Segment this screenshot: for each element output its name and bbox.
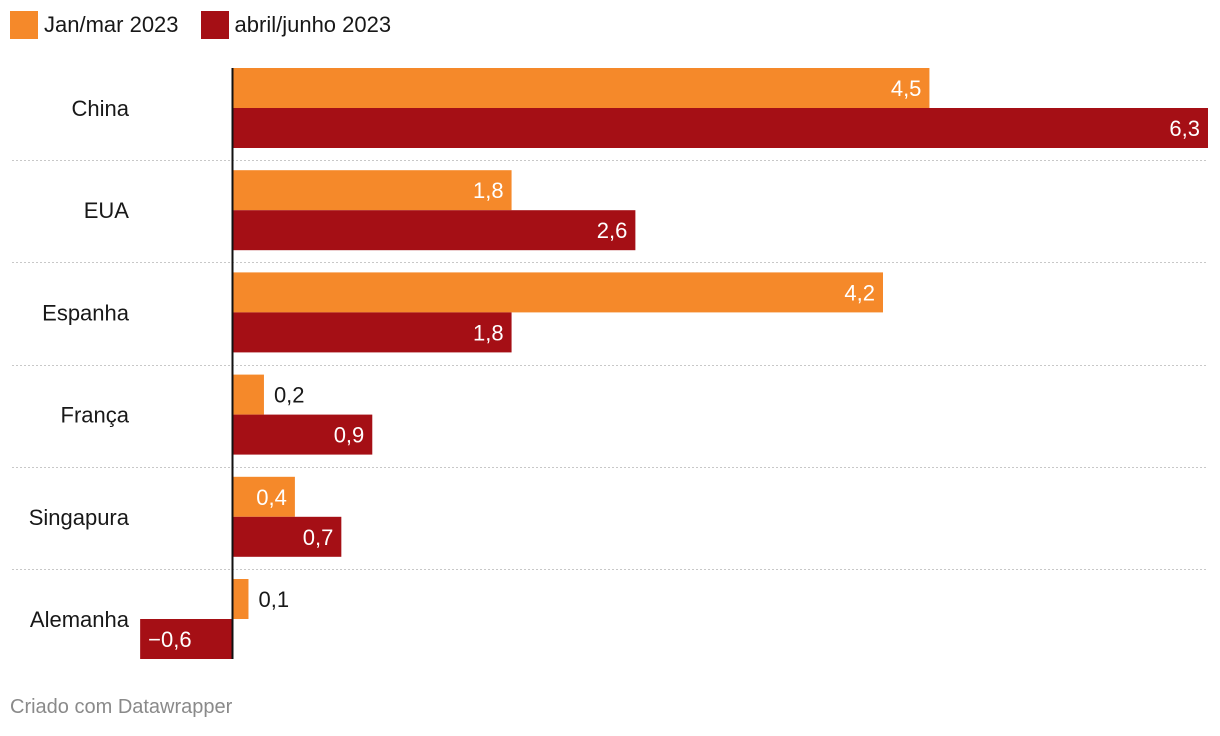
- value-label-alemanha-jan-mar-2023: 0,1: [258, 587, 289, 612]
- category-label-singapura: Singapura: [29, 505, 130, 530]
- legend-label-jan-mar: Jan/mar 2023: [44, 12, 179, 37]
- bar-espanha-jan-mar-2023: [233, 272, 883, 313]
- value-label-china-jan-mar-2023: 4,5: [891, 76, 922, 101]
- value-label-singapura-jan-mar-2023: 0,4: [256, 485, 287, 510]
- bar-china-jan-mar-2023: [233, 68, 930, 108]
- bar-franca-abril-junho-2023: [233, 414, 373, 455]
- value-label-china-abril-junho-2023: 6,3: [1169, 116, 1200, 141]
- value-label-espanha-jan-mar-2023: 4,2: [844, 280, 875, 305]
- value-label-singapura-abril-junho-2023: 0,7: [303, 525, 334, 550]
- category-label-eua: EUA: [84, 198, 130, 223]
- category-label-alemanha: Alemanha: [30, 607, 130, 632]
- category-label-franca: França: [61, 403, 130, 428]
- footer-credit: Criado com Datawrapper: [10, 696, 233, 718]
- legend-item-jan-mar: Jan/mar 2023: [10, 10, 179, 40]
- bar-espanha-abril-junho-2023: [233, 312, 512, 353]
- legend-label-abril-junho: abril/junho 2023: [234, 12, 392, 37]
- value-label-franca-jan-mar-2023: 0,2: [274, 383, 305, 408]
- value-label-eua-abril-junho-2023: 2,6: [597, 218, 628, 243]
- legend-swatch-jan-mar: [10, 11, 38, 39]
- legend-swatch-abril-junho: [200, 11, 229, 39]
- legend: Jan/mar 2023 abril/junho 2023: [10, 10, 413, 40]
- value-label-eua-jan-mar-2023: 1,8: [473, 178, 504, 203]
- bar-alemanha-jan-mar-2023: [233, 579, 249, 619]
- bar-singapura-abril-junho-2023: [233, 516, 342, 557]
- bar-china-abril-junho-2023: [233, 108, 1208, 148]
- category-label-espanha: Espanha: [42, 300, 130, 325]
- bar-franca-jan-mar-2023: [233, 374, 264, 415]
- bar-eua-jan-mar-2023: [233, 170, 512, 211]
- bar-eua-abril-junho-2023: [233, 210, 636, 251]
- category-label-china: China: [72, 96, 130, 121]
- legend-item-abril-junho: abril/junho 2023: [200, 10, 392, 40]
- bar-singapura-jan-mar-2023: [233, 476, 295, 517]
- value-label-franca-abril-junho-2023: 0,9: [334, 423, 365, 448]
- value-label-alemanha-abril-junho-2023: −0,6: [148, 627, 191, 652]
- value-label-espanha-abril-junho-2023: 1,8: [473, 320, 504, 345]
- bar-alemanha-abril-junho-2023: [140, 619, 233, 659]
